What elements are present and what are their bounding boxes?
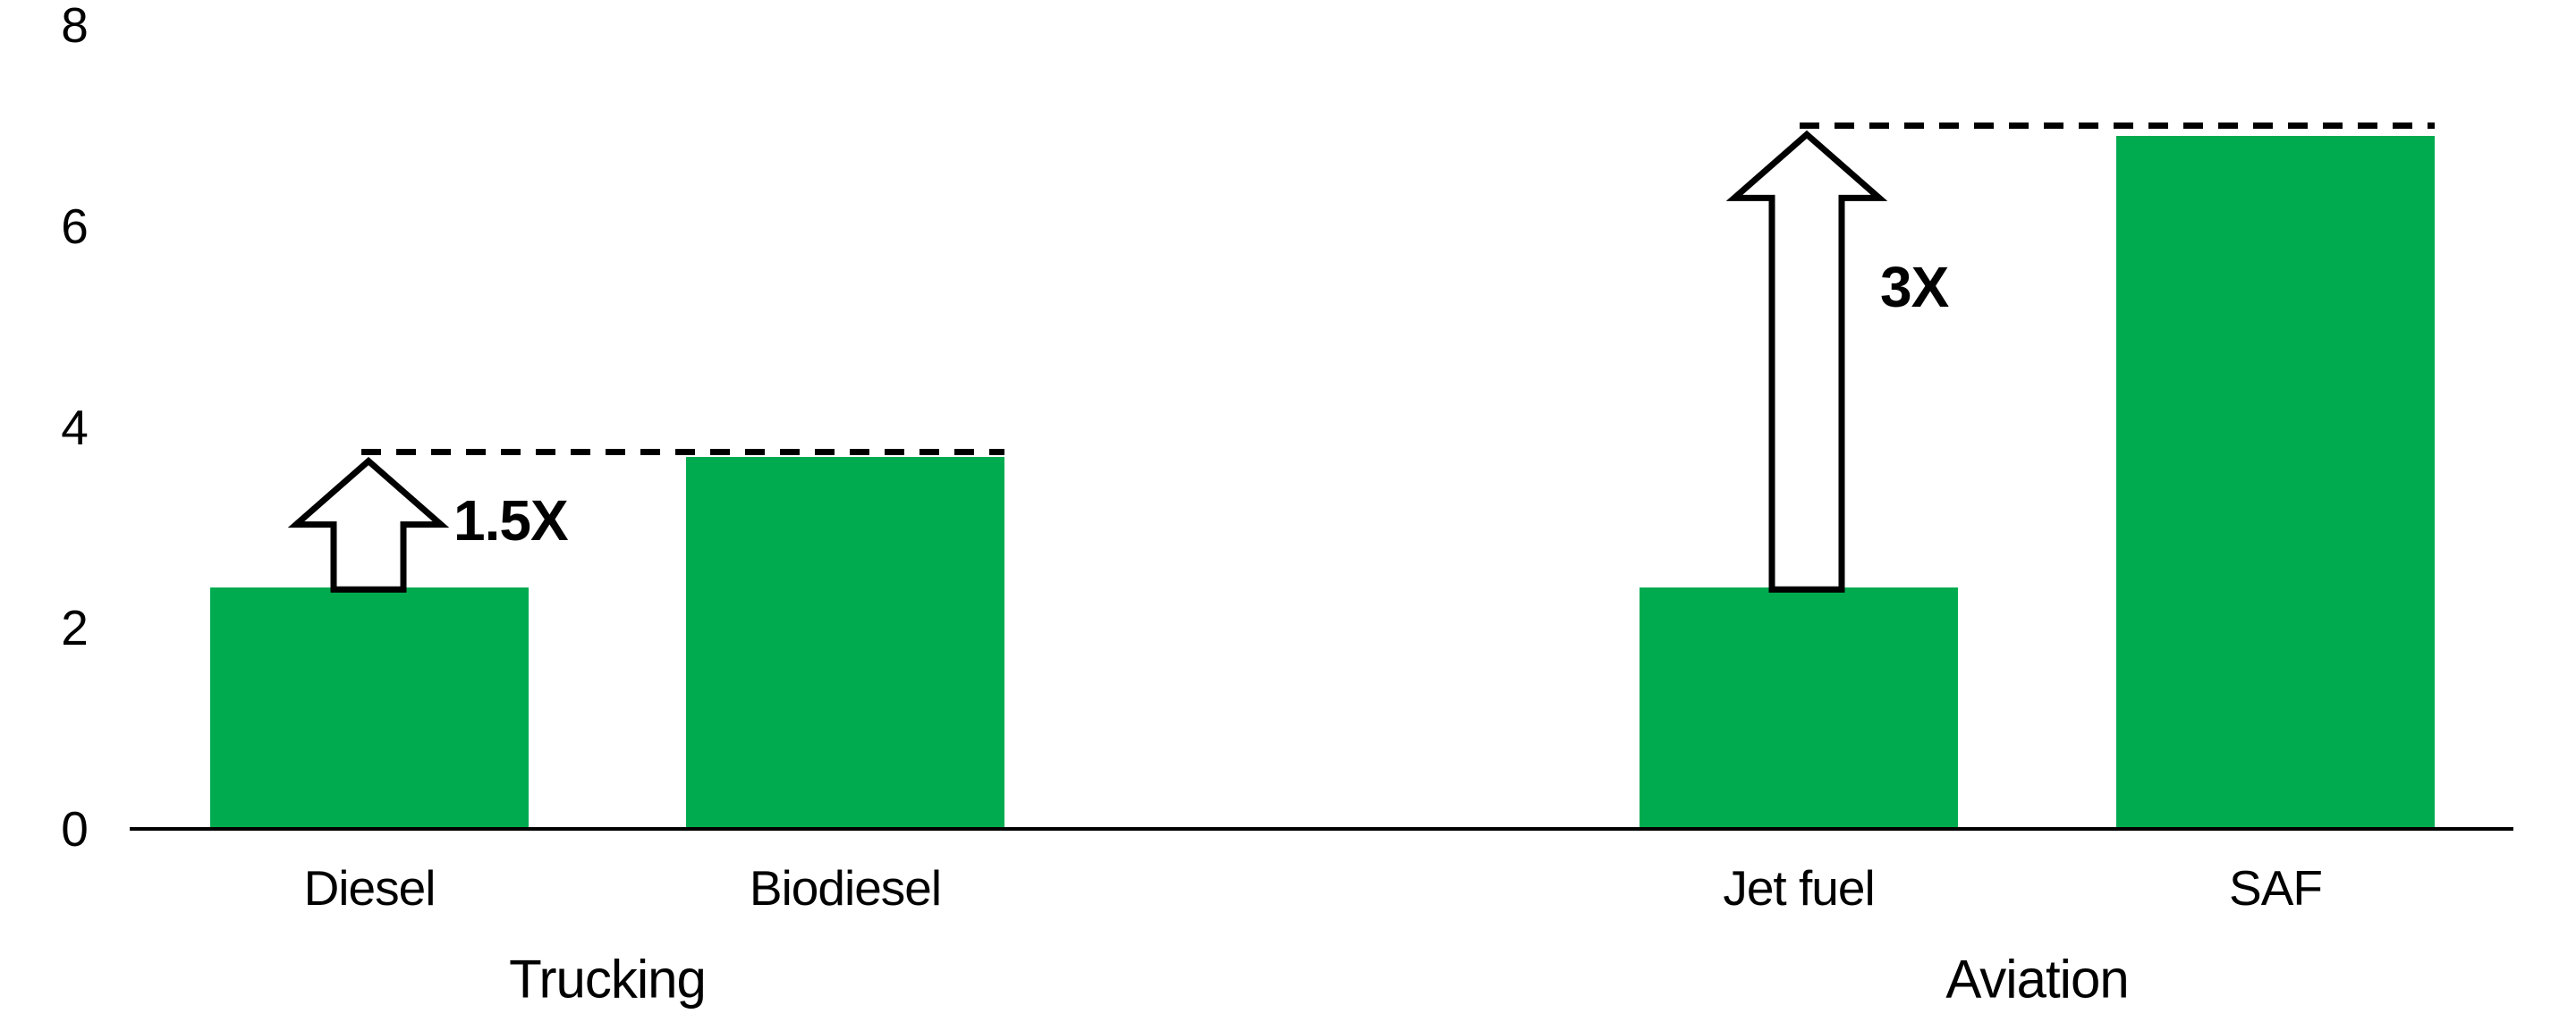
category-label-diesel: Diesel [303,860,436,916]
group-label-trucking: Trucking [509,949,707,1010]
x-axis-line [130,827,2513,831]
increase-arrow-trucking [287,456,450,593]
y-axis-tick-label: 4 [61,399,89,455]
increase-arrow-aviation [1725,130,1888,593]
group-label-aviation: Aviation [1945,949,2129,1010]
multiplier-annotation-trucking: 1.5X [453,487,569,553]
y-axis-tick-label: 6 [61,198,89,254]
bar-diesel [210,587,529,829]
category-label-jet-fuel: Jet fuel [1723,860,1875,916]
multiplier-annotation-aviation: 3X [1880,255,1949,320]
y-axis-tick-label: 8 [61,0,89,53]
category-label-saf: SAF [2229,860,2323,916]
y-axis-tick-label: 2 [61,600,89,656]
reference-dashed-line-aviation [1800,122,2435,129]
y-axis-tick-label: 0 [61,801,89,857]
bar-saf [2116,135,2435,829]
reference-dashed-line-trucking [361,449,1004,456]
category-label-biodiesel: Biodiesel [749,860,942,916]
bar-biodiesel [686,457,1004,829]
bar-jet-fuel [1640,587,1958,829]
